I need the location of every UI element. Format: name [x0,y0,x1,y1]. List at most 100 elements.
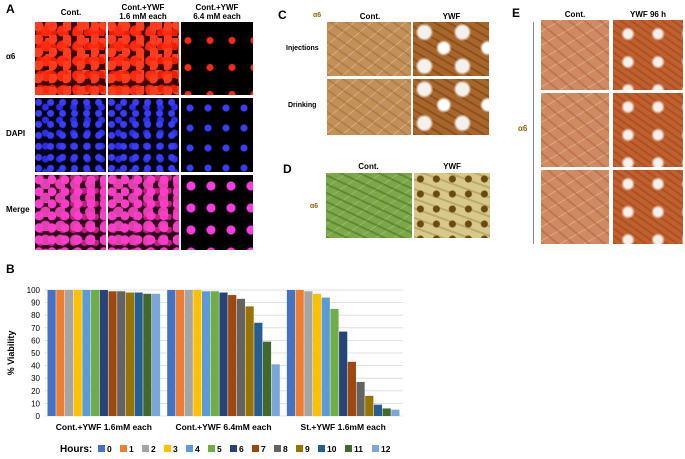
bar [64,290,74,416]
panel-c-drinking-cont [327,79,411,135]
bar [236,298,245,416]
y-tick-label: 60 [31,336,40,345]
panel-a-row-merge: Merge [6,205,30,214]
y-tick-label: 0 [36,412,41,421]
legend-entry: 0 [107,444,112,454]
bar [228,295,237,416]
legend-swatch [372,445,379,452]
panel-a-merge-ywf-6-4 [181,175,253,250]
panel-e-label: E [512,6,521,20]
bar [254,322,263,416]
legend-entry: 10 [327,444,337,454]
panel-e-ywf-3 [613,170,683,244]
bar [91,290,100,416]
y-tick-label: 30 [31,374,40,383]
bar [365,395,374,416]
legend-entry: 6 [239,444,244,454]
bar [210,291,219,416]
panel-e-cont-1 [541,20,609,90]
panel-c-injections-cont [327,22,411,76]
legend-entry: 12 [381,444,391,454]
panel-a-dapi-cont [35,98,106,172]
legend-entry: 2 [151,444,156,454]
legend-swatch [164,445,171,452]
panel-d-ywf [414,173,490,238]
bar [202,291,211,416]
panel-e-ywf-2 [613,93,683,167]
bar [245,306,254,416]
legend-entry: 9 [305,444,310,454]
panel-e-col-cont: Cont. [564,10,586,19]
legend-swatch [274,445,281,452]
panel-b-label: B [6,262,15,276]
y-tick-label: 70 [31,324,40,333]
y-tick-label: 90 [31,299,40,308]
y-tick-label: 40 [31,362,40,371]
panel-e-col-ywf: YWF 96 h [629,10,666,19]
x-category-label: Cont.+YWF 6.4mM each [175,422,271,432]
bar [321,297,330,416]
panel-e-ywf-1 [613,20,683,90]
y-tick-label: 50 [31,349,40,358]
legend-entry: 11 [354,444,363,454]
panel-a-row-alpha6: α6 [6,52,16,61]
bar [339,331,348,416]
legend-entry: 3 [173,444,178,454]
panel-a-alpha6-ywf-6-4 [181,22,253,95]
panel-a-col-1: Cont. [60,8,82,17]
legend-entry: 5 [217,444,222,454]
x-category-label: Cont.+YWF 1.6mM each [56,422,152,432]
legend-swatch [142,445,149,452]
bar [99,290,108,416]
bar [312,293,322,416]
bar [56,290,65,416]
y-tick-label: 20 [31,387,40,396]
panel-c-row-injections: Injections [286,45,319,52]
bar [304,291,313,416]
bar [219,292,228,416]
bar [373,404,383,416]
panel-e-bracket [533,22,534,244]
legend-entry: 7 [261,444,266,454]
panel-a-row-dapi: DAPI [6,129,26,138]
legend-swatch [296,445,303,452]
bar [356,381,365,416]
legend-swatch [252,445,259,452]
bar [184,290,193,416]
panel-e-marker: α6 [518,124,528,133]
legend-swatch [98,445,105,452]
legend-swatch [120,445,127,452]
panel-a-alpha6-cont [35,22,106,95]
panel-d-label: D [283,162,292,176]
panel-d-marker: α6 [310,203,319,210]
bar [271,364,280,416]
panel-a-merge-cont [35,175,106,250]
panel-d-cont [326,173,412,238]
bar [347,361,356,416]
bar [73,290,82,416]
panel-a-merge-ywf-1-6 [108,175,179,250]
bar [286,290,296,416]
panel-a-alpha6-ywf-1-6 [108,22,179,95]
panel-d-col-cont: Cont. [358,162,379,171]
bar [143,293,152,416]
panel-a-col-2: Cont.+YWF 1.6 mM each [119,3,167,21]
panel-e-cont-3 [541,170,609,244]
panel-c-col-cont: Cont. [359,12,381,21]
panel-c-row-drinking: Drinking [288,102,317,109]
panel-c-injections-ywf [413,22,489,76]
bar [125,292,135,416]
panel-c-marker: α6 [313,12,322,19]
panel-a-dapi-ywf-6-4 [181,98,253,172]
y-axis-label: % Viability [6,331,16,376]
panel-a-dapi-ywf-1-6 [108,98,179,172]
bar [330,308,339,416]
legend-swatch [186,445,193,452]
bar [391,409,400,416]
panel-e-cont-2 [541,93,609,167]
bar [262,341,272,416]
panel-c-label: C [278,8,287,22]
panel-c-col-ywf: YWF [442,12,461,21]
bar [117,291,126,416]
